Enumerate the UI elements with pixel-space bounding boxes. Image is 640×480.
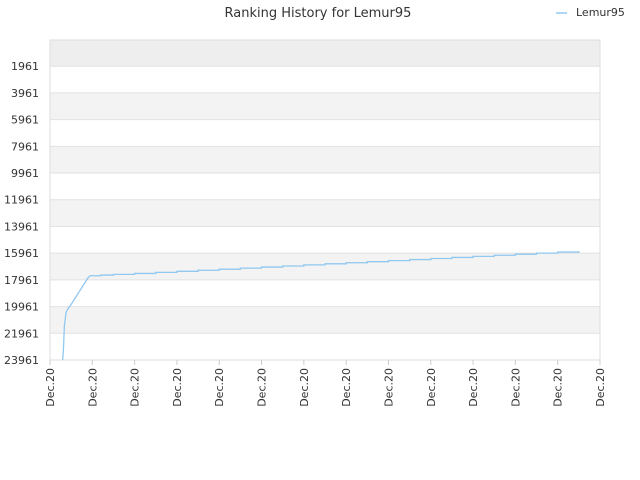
plot-band (50, 253, 600, 280)
x-tick-label: Dec.20 (552, 368, 565, 407)
y-tick-label: 23961 (4, 354, 39, 367)
plot-band (50, 66, 600, 93)
y-tick-label: 1961 (11, 60, 39, 73)
x-tick-label: Dec.20 (467, 368, 480, 407)
plot-band (50, 146, 600, 174)
x-tick-label: Dec.20 (86, 368, 99, 407)
plot-band (50, 40, 600, 67)
y-tick-label: 3961 (11, 87, 39, 100)
legend: Lemur95 (556, 6, 625, 19)
x-tick-label: Dec.20 (171, 368, 184, 407)
x-tick-label: Dec.20 (213, 368, 226, 407)
y-tick-label: 5961 (11, 114, 39, 127)
x-tick-label: Dec.20 (594, 368, 607, 407)
plot-band (50, 173, 600, 200)
plot-band (50, 119, 600, 147)
plot-band (50, 279, 600, 307)
x-tick-label: Dec.20 (44, 368, 57, 407)
plot-band (50, 92, 600, 120)
x-tick-label: Dec.20 (382, 368, 395, 407)
plot-area-border (49, 39, 601, 361)
x-axis-ticks: Dec.20 Dec.20 Dec.20 Dec.20 Dec.20 Dec.20 Dec.… (44, 360, 607, 407)
y-tick-label: 7961 (11, 140, 39, 153)
y-tick-label: 15961 (4, 247, 39, 260)
x-tick-label: Dec.20 (298, 368, 311, 407)
y-tick-label: 11961 (4, 194, 39, 207)
x-tick-label: Dec.20 (256, 368, 269, 407)
series-layer (62, 251, 580, 361)
y-tick-label: 9961 (11, 167, 39, 180)
x-tick-label: Dec.20 (129, 368, 142, 407)
x-tick-label: Dec.20 (425, 368, 438, 407)
gridlines (50, 65, 600, 361)
chart-title: Ranking History for Lemur95 (225, 6, 412, 21)
plot-band (50, 199, 600, 227)
plot-band (50, 333, 600, 360)
legend-label-lemur95: Lemur95 (576, 6, 625, 19)
y-tick-label: 19961 (4, 301, 39, 314)
plot-band (50, 226, 600, 254)
series-line-lemur95 (62, 251, 580, 361)
y-tick-label: 17961 (4, 274, 39, 287)
plot-band (50, 306, 600, 334)
x-tick-label: Dec.20 (340, 368, 353, 407)
y-axis-ticks: 1961 3961 5961 7961 9961 11961 13961 15961 17961… (4, 60, 39, 367)
y-tick-label: 21961 (4, 327, 39, 340)
x-tick-label: Dec.20 (509, 368, 522, 407)
plot-bands (50, 40, 600, 360)
y-tick-label: 13961 (4, 220, 39, 233)
